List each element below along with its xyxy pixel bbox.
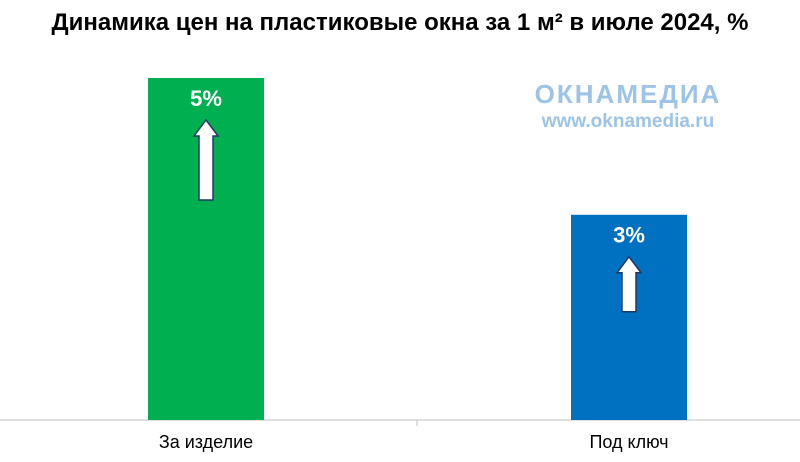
bar — [571, 214, 687, 420]
value-label: 5% — [190, 86, 222, 111]
arrow-icon — [615, 255, 643, 313]
x-tick-label: Под ключ — [589, 432, 668, 452]
chart-title: Динамика цен на пластиковые окна за 1 м²… — [51, 9, 749, 36]
watermark-url: www.oknamedia.ru — [541, 111, 714, 132]
watermark-brand: ОКНАМЕДИА — [535, 79, 722, 109]
arrow-icon — [192, 118, 220, 201]
x-tick-label: За изделие — [159, 432, 253, 452]
value-label: 3% — [613, 223, 645, 248]
